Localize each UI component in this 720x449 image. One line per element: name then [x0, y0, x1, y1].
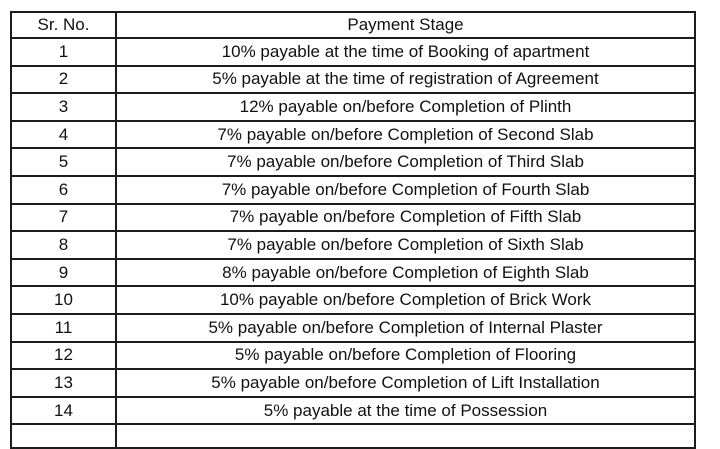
- column-header-sr-no: Sr. No.: [10, 11, 117, 39]
- table-row-partial: [10, 423, 696, 449]
- table-row: 5 7% payable on/before Completion of Thi…: [10, 147, 696, 177]
- sr-no-cell: 7: [10, 202, 117, 233]
- sr-no-cell: 3: [10, 92, 117, 122]
- table-row: 9 8% payable on/before Completion of Eig…: [10, 257, 696, 288]
- table-row: 6 7% payable on/before Completion of Fou…: [10, 174, 696, 205]
- stage-cell: 7% payable on/before Completion of Sixth…: [115, 230, 696, 260]
- stage-cell: 5% payable on/before Completion of Floor…: [115, 340, 696, 371]
- stage-cell: 7% payable on/before Completion of Fifth…: [115, 202, 696, 233]
- table-row: 12 5% payable on/before Completion of Fl…: [10, 340, 696, 371]
- table-row: 10 10% payable on/before Completion of B…: [10, 285, 696, 315]
- stage-cell: 5% payable at the time of registration o…: [115, 64, 696, 95]
- table-row: 7 7% payable on/before Completion of Fif…: [10, 202, 696, 233]
- payment-stage-table: Sr. No. Payment Stage 1 10% payable at t…: [10, 11, 696, 449]
- table-row: 4 7% payable on/before Completion of Sec…: [10, 119, 696, 150]
- sr-no-cell: 1: [10, 37, 117, 67]
- stage-cell: [115, 423, 696, 449]
- header-row: Sr. No. Payment Stage: [10, 11, 696, 39]
- stage-cell: 10% payable at the time of Booking of ap…: [115, 37, 696, 67]
- sr-no-cell: 12: [10, 340, 117, 371]
- sr-no-cell: 11: [10, 312, 117, 343]
- table-row: 3 12% payable on/before Completion of Pl…: [10, 92, 696, 122]
- stage-cell: 7% payable on/before Completion of Fourt…: [115, 174, 696, 205]
- stage-cell: 12% payable on/before Completion of Plin…: [115, 92, 696, 122]
- sr-no-cell: 2: [10, 64, 117, 95]
- sr-no-cell: [10, 423, 117, 449]
- stage-cell: 7% payable on/before Completion of Secon…: [115, 119, 696, 150]
- table-row: 8 7% payable on/before Completion of Six…: [10, 230, 696, 260]
- sr-no-cell: 4: [10, 119, 117, 150]
- sr-no-cell: 9: [10, 257, 117, 288]
- stage-cell: 5% payable on/before Completion of Inter…: [115, 312, 696, 343]
- sr-no-cell: 8: [10, 230, 117, 260]
- stage-cell: 8% payable on/before Completion of Eight…: [115, 257, 696, 288]
- stage-cell: 10% payable on/before Completion of Bric…: [115, 285, 696, 315]
- table-row: 1 10% payable at the time of Booking of …: [10, 37, 696, 67]
- sr-no-cell: 14: [10, 395, 117, 426]
- table-row: 14 5% payable at the time of Possession: [10, 395, 696, 426]
- stage-cell: 5% payable on/before Completion of Lift …: [115, 368, 696, 398]
- sr-no-cell: 10: [10, 285, 117, 315]
- sr-no-cell: 13: [10, 368, 117, 398]
- sr-no-cell: 5: [10, 147, 117, 177]
- table-row: 13 5% payable on/before Completion of Li…: [10, 368, 696, 398]
- column-header-payment-stage: Payment Stage: [115, 11, 696, 39]
- table-row: 2 5% payable at the time of registration…: [10, 64, 696, 95]
- sr-no-cell: 6: [10, 174, 117, 205]
- stage-cell: 5% payable at the time of Possession: [115, 395, 696, 426]
- stage-cell: 7% payable on/before Completion of Third…: [115, 147, 696, 177]
- table-row: 11 5% payable on/before Completion of In…: [10, 312, 696, 343]
